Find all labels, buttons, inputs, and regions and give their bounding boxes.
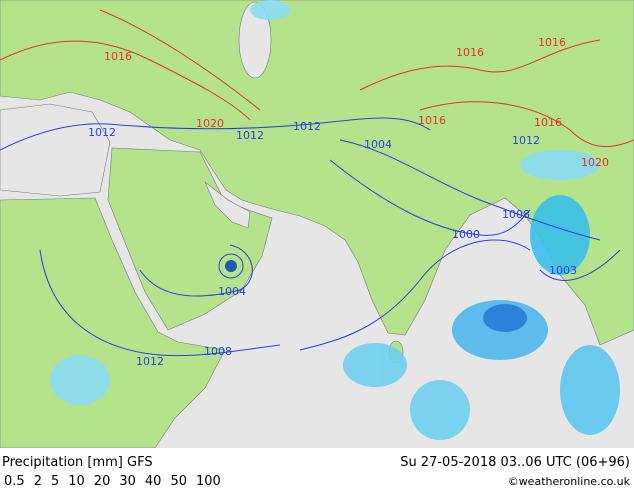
isobar bbox=[0, 40, 251, 121]
isobar-label: 1004 bbox=[364, 138, 392, 151]
isobar bbox=[359, 39, 601, 91]
isobar bbox=[99, 9, 261, 111]
isobar bbox=[218, 253, 244, 279]
footer-credit: ©weatheronline.co.uk bbox=[508, 475, 631, 488]
isobar-label: 1003 bbox=[549, 264, 577, 277]
rain-area bbox=[225, 260, 237, 272]
rain-area bbox=[50, 355, 110, 405]
isobars bbox=[0, 9, 634, 357]
isobar bbox=[299, 239, 531, 351]
precipitation bbox=[50, 0, 620, 440]
caspian-sea bbox=[238, 1, 272, 79]
rain-area bbox=[343, 343, 407, 387]
scale-label: 5 bbox=[51, 474, 59, 489]
precip-scale: 0.5 2 5 10 20 30 40 50 100 bbox=[4, 474, 221, 489]
isobar bbox=[39, 249, 281, 357]
isobar-label: 1016 bbox=[104, 50, 132, 63]
isobar-label: 1016 bbox=[456, 46, 484, 59]
scale-label: 20 bbox=[94, 474, 111, 489]
scale-label: 0.5 bbox=[4, 474, 25, 489]
footer-date: Su 27-05-2018 03..06 UTC (06+96) bbox=[400, 455, 630, 470]
isobar-label: 1000 bbox=[452, 228, 480, 241]
isobar bbox=[419, 101, 634, 148]
isobar-label: 1012 bbox=[293, 120, 321, 133]
isobar-label: 1016 bbox=[538, 36, 566, 49]
mediterranean bbox=[0, 103, 111, 197]
isobar-label: 1016 bbox=[534, 116, 562, 129]
isobar-label: 1012 bbox=[236, 129, 264, 142]
isobar-labels: 1016 1016 1016 1016 1016 1020 1020 1012 1012 1012… bbox=[88, 36, 609, 368]
isobar-label: 1012 bbox=[88, 126, 116, 139]
isobar bbox=[139, 244, 253, 297]
isobar bbox=[339, 139, 601, 241]
scale-label: 30 bbox=[119, 474, 136, 489]
footer bbox=[0, 448, 634, 490]
isobar-label: 1012 bbox=[136, 355, 164, 368]
rain-area bbox=[530, 195, 590, 275]
scale-label: 40 bbox=[145, 474, 162, 489]
isobar-label: 1008 bbox=[204, 345, 232, 358]
gulf bbox=[204, 181, 251, 229]
isobar-label: 1020 bbox=[196, 117, 224, 130]
isobar bbox=[539, 249, 621, 281]
rain-area bbox=[520, 150, 600, 180]
scale-label: 100 bbox=[196, 474, 221, 489]
isobar-label: 1012 bbox=[512, 134, 540, 147]
scale-label: 10 bbox=[68, 474, 85, 489]
isobar-label: 1008 bbox=[502, 208, 530, 221]
isobar-label: 1020 bbox=[581, 156, 609, 169]
scale-label: 2 bbox=[34, 474, 42, 489]
isobar-label: 1004 bbox=[218, 285, 246, 298]
footer-title: Precipitation [mm] GFS bbox=[2, 455, 153, 470]
rain-area bbox=[410, 380, 470, 440]
scale-label: 50 bbox=[170, 474, 187, 489]
rain-area bbox=[560, 345, 620, 435]
isobar bbox=[329, 159, 531, 236]
rain-area bbox=[483, 304, 527, 332]
isobar-label: 1016 bbox=[418, 114, 446, 127]
rain-area bbox=[250, 0, 290, 20]
isobar bbox=[0, 117, 431, 151]
